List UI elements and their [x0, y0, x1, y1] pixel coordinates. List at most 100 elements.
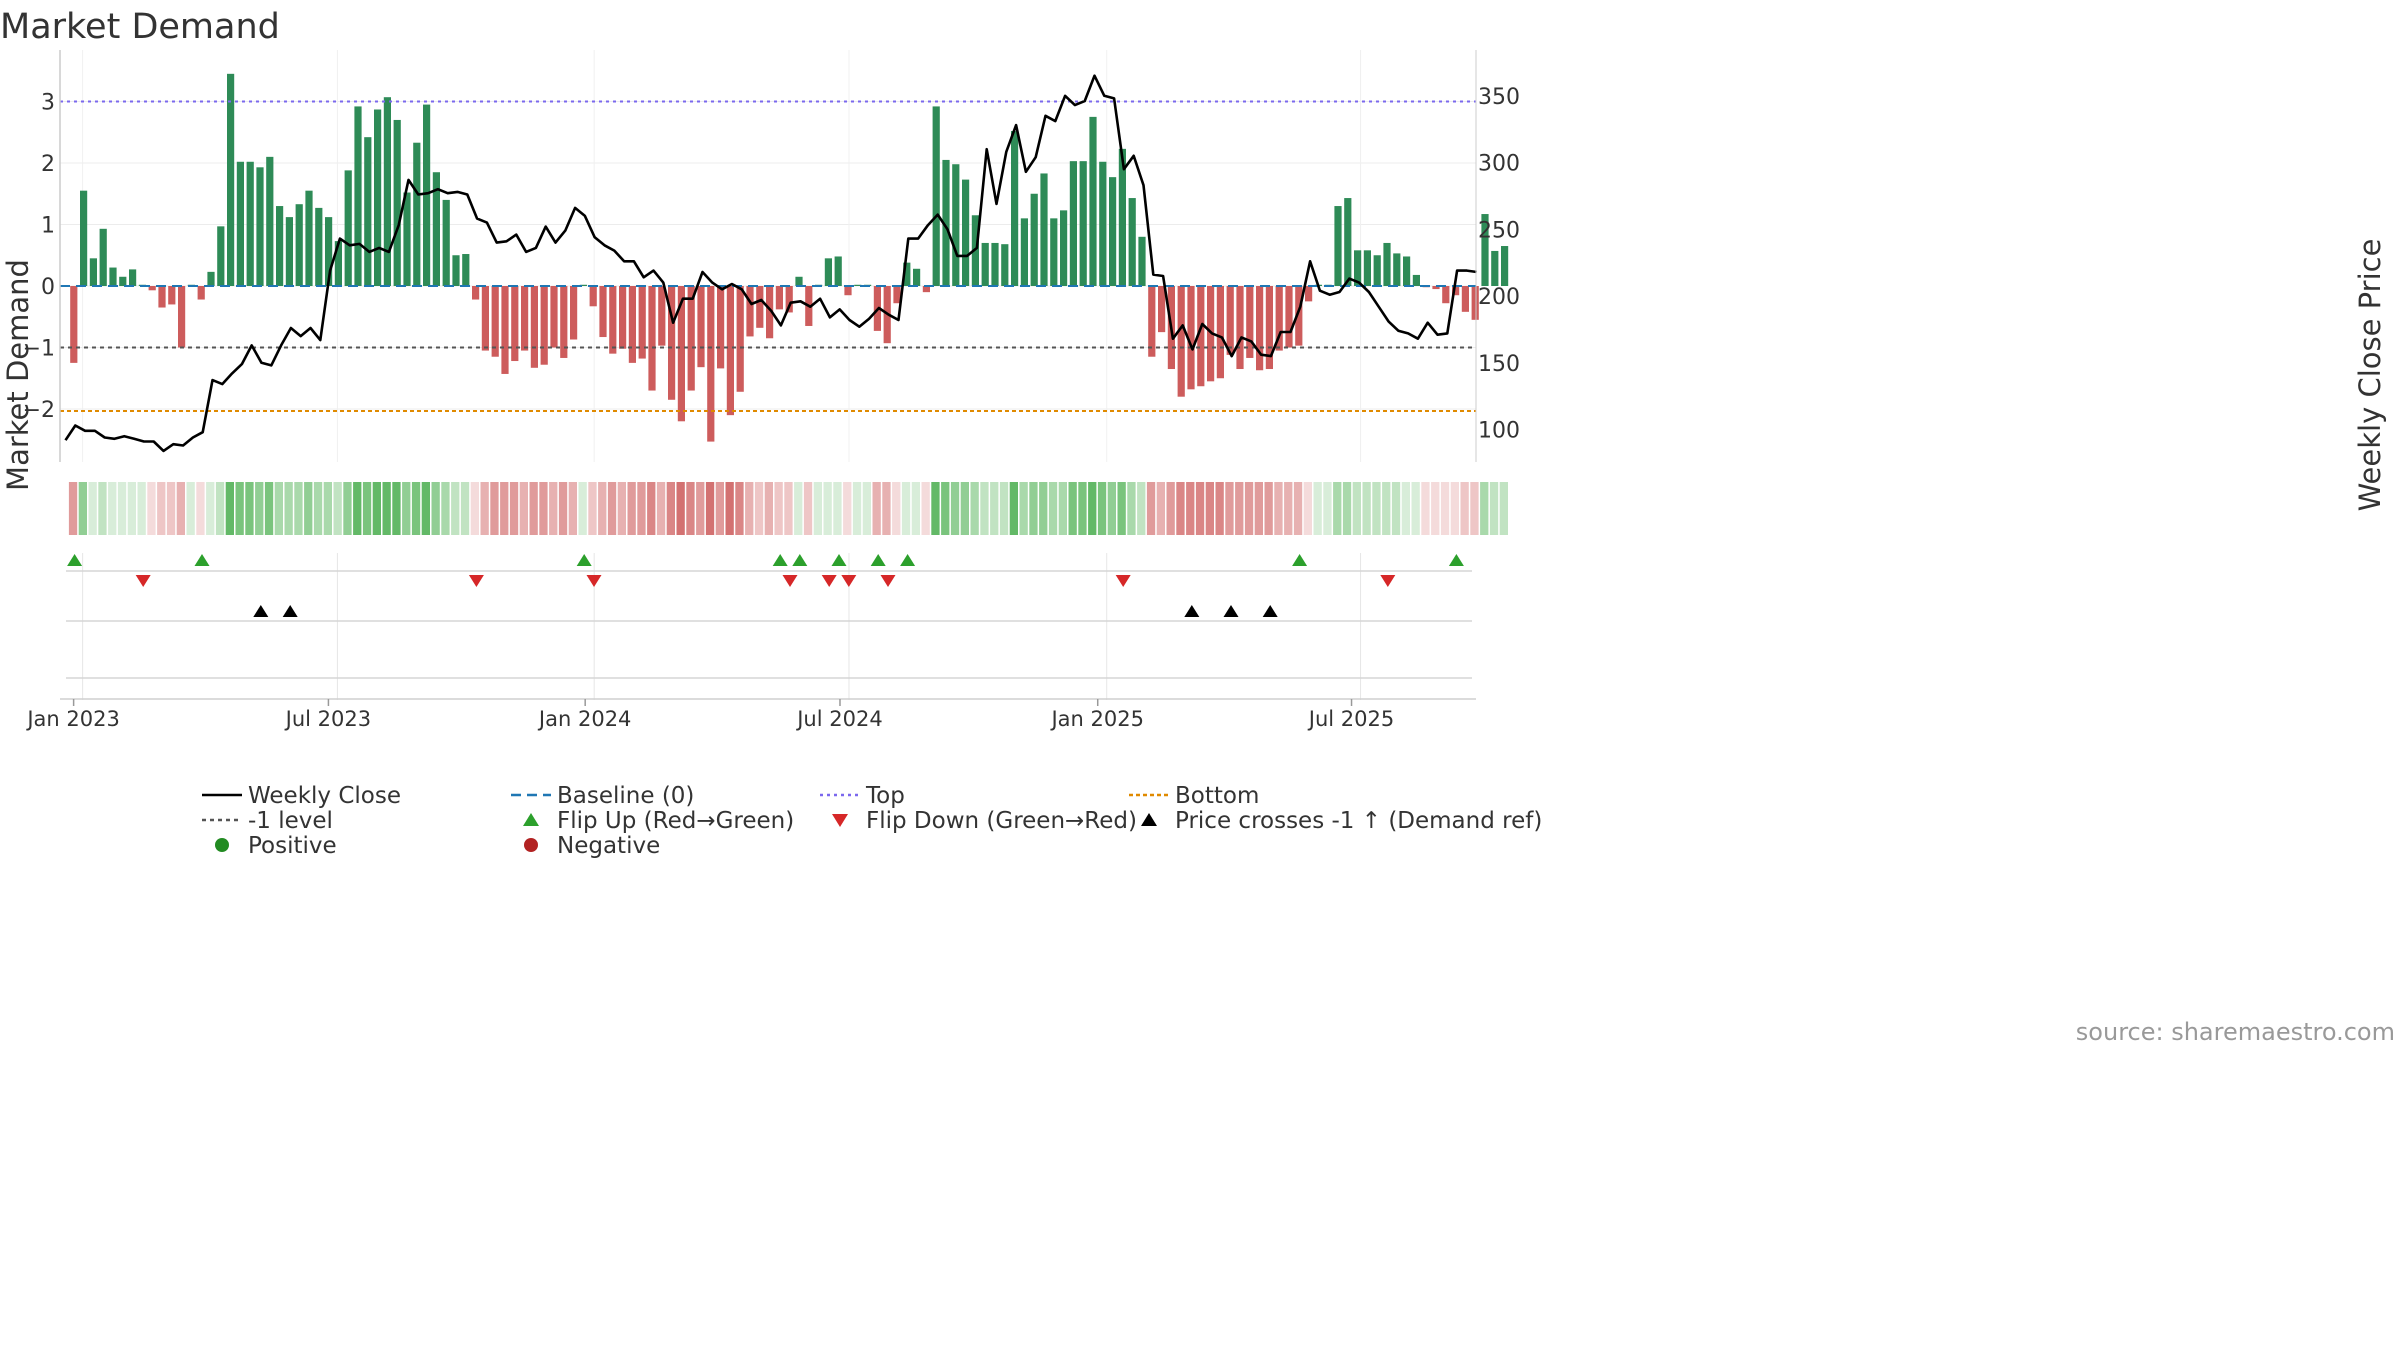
demand-bar	[687, 286, 695, 391]
demand-bar	[344, 170, 352, 286]
legend-label: Top	[865, 783, 905, 809]
heat-strip-cell	[656, 482, 666, 535]
heat-strip-cell	[431, 482, 440, 535]
demand-bar	[1452, 286, 1460, 296]
demand-bar	[834, 256, 842, 286]
demand-bar	[717, 286, 725, 369]
demand-bar	[991, 242, 999, 286]
heat-strip-cell	[784, 482, 793, 535]
heat-strip-cell	[1117, 482, 1126, 535]
heat-strip-cell	[1107, 482, 1116, 535]
legend-marker-negative	[524, 838, 538, 852]
heat-strip-cell	[686, 482, 695, 535]
heat-strip-cell	[147, 482, 156, 535]
heat-strip-cell	[196, 482, 205, 535]
heat-strip-cell	[872, 482, 881, 535]
heat-strip-cell	[313, 482, 323, 535]
demand-bar	[962, 179, 970, 286]
demand-bar	[1069, 161, 1077, 286]
heat-strip-cell	[1078, 482, 1087, 535]
demand-bar	[1001, 244, 1009, 286]
heat-strip-cell	[1009, 482, 1018, 535]
demand-bar	[854, 284, 862, 286]
demand-bar	[570, 286, 578, 340]
heat-strip-cell	[1440, 482, 1450, 535]
demand-bar	[452, 255, 460, 286]
heat-strip-cell	[549, 482, 558, 535]
demand-bar	[178, 286, 186, 348]
heat-strip-cell	[500, 482, 509, 535]
demand-bar	[1363, 250, 1371, 286]
heat-strip-cell	[255, 482, 264, 535]
event-markers	[60, 554, 1476, 700]
demand-bar	[599, 286, 607, 338]
heat-strip-cell	[235, 482, 244, 535]
flip-down-marker	[586, 575, 602, 587]
demand-bar	[903, 262, 911, 286]
demand-bar	[893, 286, 901, 304]
legend: Weekly Close Baseline (0) Top Bottom -1 leve…	[202, 783, 1542, 859]
demand-bar	[501, 286, 509, 374]
legend-label: Positive	[248, 833, 337, 859]
heat-strip-cell	[1391, 482, 1401, 535]
heat-strip-cell	[529, 482, 538, 535]
heat-strip-cell	[304, 482, 313, 535]
demand-bar	[1285, 286, 1293, 348]
demand-bar	[1481, 214, 1489, 286]
heat-strip-cell	[1411, 482, 1420, 535]
price-cross-marker	[1223, 605, 1239, 617]
heat-strip-cell	[715, 482, 724, 535]
demand-bar	[207, 271, 215, 286]
price-line-layer	[64, 74, 1477, 453]
heat-strip-cell	[921, 482, 930, 535]
heat-strip-cell	[68, 482, 78, 535]
heat-strip-cell	[206, 482, 215, 535]
heat-strip-cell	[1068, 482, 1077, 535]
demand-bar	[374, 109, 382, 287]
heat-strip-cell	[451, 482, 460, 535]
demand-bar	[1099, 161, 1107, 286]
legend-label: -1 level	[248, 808, 333, 834]
heat-strip-cell	[911, 482, 920, 535]
heat-strip-cell	[166, 482, 176, 535]
demand-bar	[1030, 193, 1038, 286]
demand-bar	[1079, 161, 1087, 286]
demand-bar	[648, 286, 656, 391]
y2-tick-label: 300	[1478, 152, 1520, 177]
demand-bar	[1344, 198, 1352, 286]
heat-strip-cell	[1048, 482, 1058, 535]
demand-bar	[932, 106, 940, 286]
heat-strip-cell	[1274, 482, 1283, 535]
flip-up-marker	[772, 554, 788, 566]
y-tick-label: −1	[23, 337, 55, 362]
demand-bar	[481, 286, 489, 351]
demand-bar	[364, 137, 372, 286]
demand-bar	[80, 190, 88, 286]
demand-bar	[1040, 173, 1048, 286]
y2-tick-label: 100	[1478, 419, 1520, 444]
demand-bar	[766, 286, 774, 339]
demand-bar	[168, 286, 176, 305]
demand-bar	[148, 286, 156, 291]
heat-strip-cell	[705, 482, 715, 535]
demand-bar	[1089, 116, 1097, 286]
demand-bar	[521, 286, 529, 351]
x-tick-label: Jul 2024	[795, 707, 882, 731]
legend-label: Bottom	[1175, 783, 1259, 809]
heat-strip-cell	[754, 482, 764, 535]
demand-bar	[609, 286, 617, 354]
demand-bar	[1256, 286, 1264, 371]
price-cross-marker	[253, 605, 269, 617]
flip-down-marker	[1380, 575, 1396, 587]
demand-heat-strip	[68, 482, 1508, 535]
demand-bar	[785, 286, 793, 313]
heat-strip-cell	[1176, 482, 1185, 535]
flip-up-marker	[1448, 554, 1464, 566]
legend-marker-flip-down	[832, 814, 848, 827]
price-cross-marker	[282, 605, 298, 617]
heat-strip-cell	[843, 482, 852, 535]
demand-bar	[1226, 286, 1234, 355]
demand-bar	[775, 286, 783, 310]
heat-strip-cell	[1225, 482, 1234, 535]
